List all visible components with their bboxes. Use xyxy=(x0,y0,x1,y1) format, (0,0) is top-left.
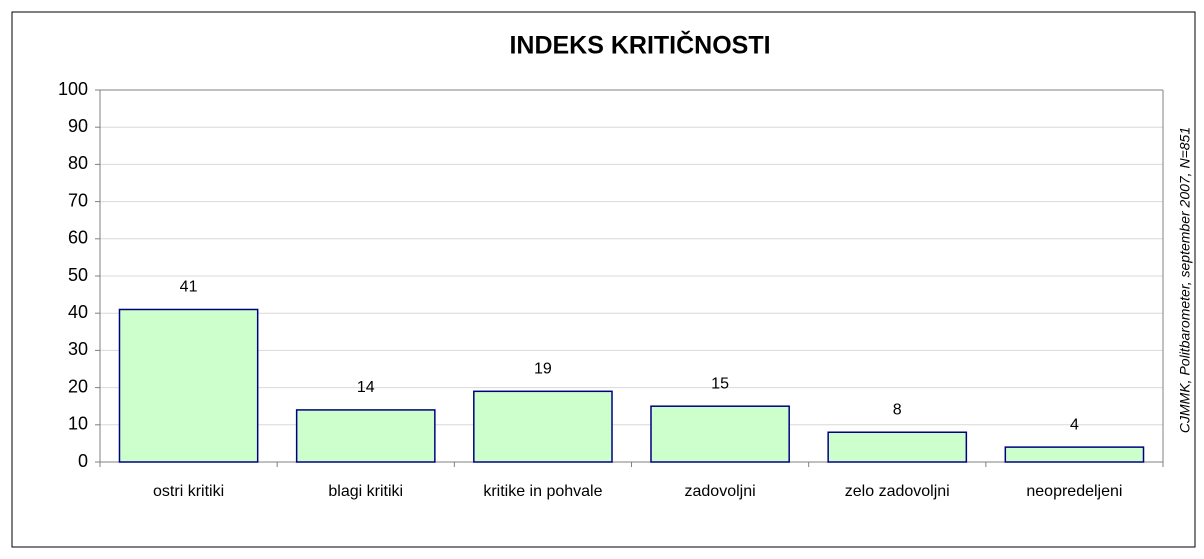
bar xyxy=(827,431,968,463)
x-tick-label: neopredeljeni xyxy=(1026,483,1122,500)
y-tick-label: 90 xyxy=(68,116,88,136)
x-tick-label: blagi kritiki xyxy=(328,483,403,500)
data-label: 4 xyxy=(1070,416,1079,433)
y-tick-label: 20 xyxy=(68,376,88,396)
data-label: 8 xyxy=(893,401,902,418)
x-tick-label: ostri kritiki xyxy=(153,483,224,500)
y-tick-label: 60 xyxy=(68,228,88,248)
bar xyxy=(295,409,436,463)
y-tick-label: 10 xyxy=(68,414,88,434)
y-tick-label: 80 xyxy=(68,153,88,173)
data-label: 15 xyxy=(711,375,729,392)
data-label: 19 xyxy=(534,361,552,378)
x-tick-label: zadovoljni xyxy=(685,483,756,500)
y-tick-label: 100 xyxy=(58,79,88,99)
bar xyxy=(650,405,790,463)
y-tick-label: 40 xyxy=(68,302,88,322)
y-tick-label: 30 xyxy=(68,339,88,359)
bar xyxy=(1004,446,1145,463)
source-note: CJMMK, Politbarometer, september 2007, N… xyxy=(1177,127,1193,433)
y-tick-label: 50 xyxy=(68,265,88,285)
x-tick-label: kritike in pohvale xyxy=(483,483,602,500)
y-tick-label: 0 xyxy=(78,451,88,471)
x-tick-label: zelo zadovoljni xyxy=(845,483,950,500)
data-label: 14 xyxy=(357,379,375,396)
data-label: 41 xyxy=(180,279,198,296)
bar xyxy=(118,308,259,463)
y-tick-label: 70 xyxy=(68,190,88,210)
bar xyxy=(473,390,613,463)
chart-title: INDEKS KRITIČNOSTI xyxy=(509,30,770,60)
